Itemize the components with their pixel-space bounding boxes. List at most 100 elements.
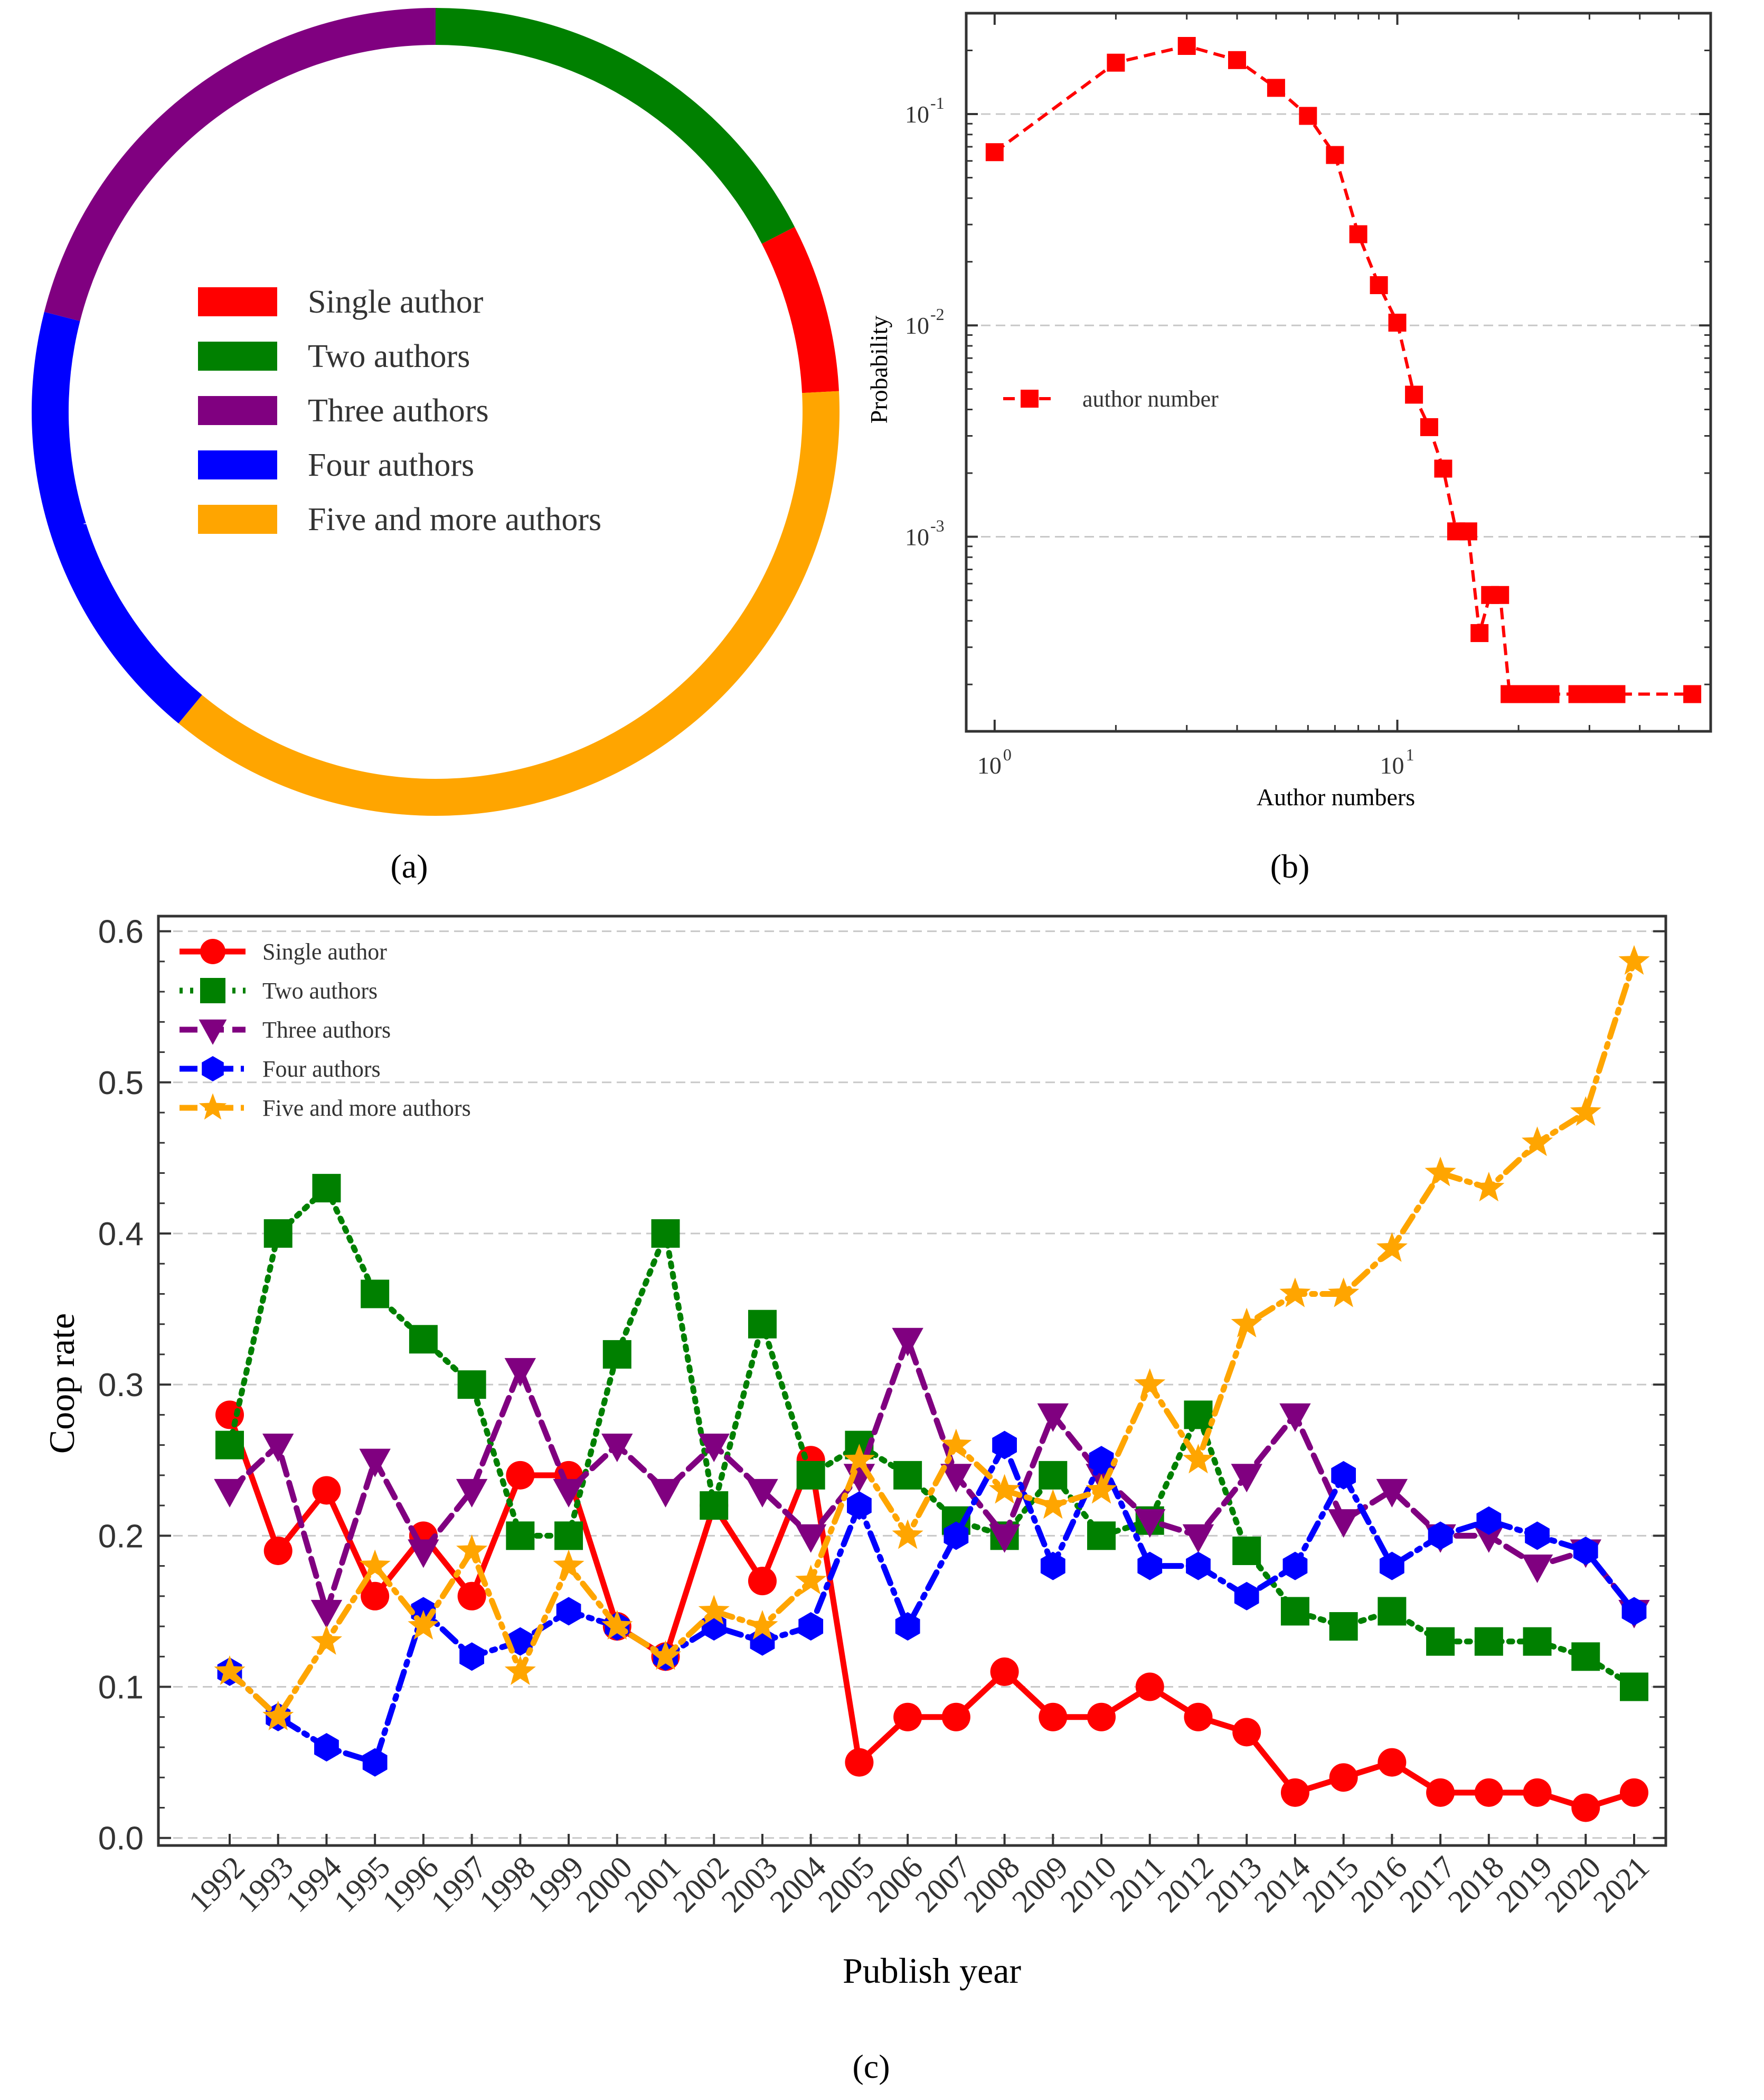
c-point-two-authors [1474, 1627, 1503, 1656]
c-point-two-authors [748, 1310, 777, 1339]
c-point-three-authors [747, 1479, 778, 1508]
c-point-three-authors [1521, 1554, 1553, 1583]
c-point-single-author [845, 1748, 874, 1777]
c-point-single-author [1039, 1702, 1068, 1731]
b-point-author-number [1420, 418, 1438, 436]
b-legend: author number [1003, 386, 1219, 412]
slice-label-four-authors: 18.00% [82, 505, 147, 529]
c-point-single-author [990, 1657, 1019, 1686]
c-point-three-authors [940, 1464, 972, 1493]
c-point-four-authors [556, 1597, 581, 1626]
c-point-two-authors [215, 1430, 244, 1459]
c-point-three-authors [1182, 1524, 1214, 1553]
c-point-five-and-more-authors [1279, 1277, 1311, 1307]
b-y-tick-exponent: -3 [930, 516, 945, 535]
c-point-single-author [1571, 1793, 1600, 1822]
c-series-five-and-more-authors [214, 945, 1650, 1730]
c-legend-label-five-and-more-authors: Five and more authors [262, 1095, 471, 1121]
c-point-five-and-more-authors [601, 1609, 633, 1640]
legend-label-four-authors: Four authors [308, 447, 474, 483]
c-point-four-authors [1186, 1551, 1211, 1580]
c-point-single-author [457, 1581, 486, 1611]
c-legend-label-single-author: Single author [262, 939, 387, 965]
donut-labels: 17.43% 6.75% 36.80% 18.00% 21.02% [82, 112, 789, 726]
c-point-five-and-more-authors [747, 1609, 778, 1640]
c-series-four-authors [217, 1430, 1647, 1777]
c-point-three-authors [1231, 1464, 1262, 1493]
c-point-single-author [1329, 1763, 1358, 1792]
c-point-three-authors [1473, 1524, 1505, 1553]
c-point-five-and-more-authors [1376, 1232, 1408, 1262]
c-gridlines [158, 930, 1666, 1839]
c-point-two-authors [893, 1461, 922, 1490]
c-legend-marker-five-and-more-authors [199, 1093, 227, 1120]
b-gridlines [966, 113, 1711, 538]
c-point-five-and-more-authors [795, 1565, 827, 1595]
slice-single-author [761, 227, 839, 393]
c-point-three-authors [214, 1479, 246, 1508]
c-point-three-authors [892, 1327, 923, 1357]
c-point-three-authors [988, 1524, 1021, 1553]
b-point-author-number [1326, 146, 1344, 164]
b-x-tick-exponent: 1 [1406, 745, 1414, 764]
b-point-author-number [1591, 685, 1610, 703]
c-point-four-authors [459, 1642, 485, 1671]
slice-three-authors [44, 8, 436, 322]
c-legend-marker-four-authors [202, 1056, 224, 1081]
c-point-two-authors [1523, 1627, 1552, 1656]
c-point-four-authors [1573, 1536, 1598, 1565]
c-point-four-authors [1428, 1521, 1453, 1550]
c-point-two-authors [1232, 1536, 1261, 1565]
b-point-author-number [1177, 36, 1196, 55]
c-point-four-authors [847, 1491, 872, 1520]
b-point-author-number [1470, 624, 1489, 642]
caption-a: (a) [390, 847, 428, 885]
c-point-single-author [893, 1702, 922, 1731]
c-point-three-authors [310, 1599, 343, 1628]
c-point-two-authors [1280, 1597, 1309, 1626]
legend-swatch-three-authors [198, 396, 277, 425]
c-y-tick-label: 0.4 [98, 1216, 144, 1253]
b-point-author-number [1349, 225, 1367, 243]
c-point-single-author [312, 1476, 341, 1505]
c-point-five-and-more-authors [310, 1625, 342, 1655]
b-x-tick-label: 10 [977, 752, 1002, 779]
c-series-two-authors [215, 1174, 1648, 1701]
c-point-three-authors [553, 1479, 584, 1508]
slice-four-authors [32, 312, 202, 724]
c-y-tick-label: 0.3 [98, 1367, 144, 1404]
b-y-tick-label: 10 [905, 523, 929, 550]
slice-label-three-authors: 21.02% [196, 134, 261, 157]
c-point-two-authors [457, 1370, 486, 1399]
c-point-two-authors [700, 1491, 729, 1520]
c-point-three-authors [408, 1539, 439, 1568]
c-point-single-author [1232, 1718, 1261, 1747]
c-point-three-authors [1376, 1479, 1408, 1508]
c-point-three-authors [262, 1434, 294, 1463]
slice-two-authors [436, 8, 795, 244]
c-point-four-authors [1040, 1551, 1065, 1580]
b-legend-label: author number [1082, 386, 1219, 412]
c-legend: Single author Two authors Three authors Fou… [180, 939, 471, 1121]
b-point-author-number [985, 143, 1004, 162]
c-point-two-authors [1087, 1521, 1116, 1550]
c-point-single-author [1474, 1778, 1503, 1807]
c-point-two-authors [554, 1521, 583, 1550]
c-point-five-and-more-authors [359, 1549, 391, 1579]
c-point-four-authors [1137, 1551, 1163, 1580]
slice-label-single-author: 6.75% [734, 312, 789, 336]
c-legend-label-four-authors: Four authors [262, 1056, 381, 1082]
c-point-single-author [1135, 1672, 1164, 1701]
c-point-five-and-more-authors [1231, 1307, 1262, 1338]
c-point-five-and-more-authors [214, 1655, 246, 1685]
c-y-tick-label: 0.2 [98, 1518, 144, 1555]
c-point-three-authors [456, 1479, 488, 1508]
c-line-single-author [227, 1411, 1637, 1811]
c-point-five-and-more-authors [892, 1519, 923, 1549]
b-point-author-number [1107, 53, 1125, 72]
c-point-single-author [1620, 1778, 1648, 1807]
c-point-three-authors [601, 1434, 633, 1463]
c-point-five-and-more-authors [456, 1534, 488, 1565]
c-point-five-and-more-authors [1522, 1126, 1553, 1156]
b-point-author-number [1683, 685, 1702, 703]
